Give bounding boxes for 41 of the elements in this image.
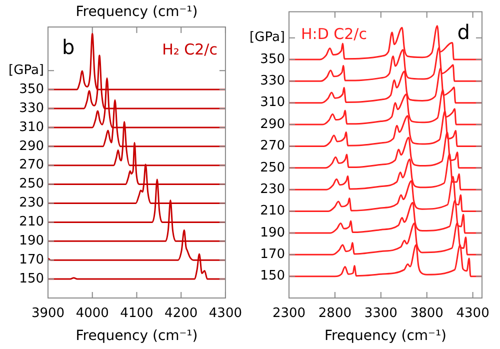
y-tick-label: [GPa] xyxy=(250,30,285,46)
text: H₂ C2/c xyxy=(162,40,218,58)
y-tick-label: 330 xyxy=(260,74,285,89)
x-axis-title: Frequency (cm⁻¹) xyxy=(76,328,198,344)
y-tick-label: 170 xyxy=(260,247,285,262)
y-tick-label: 350 xyxy=(260,52,285,67)
y-tick-label: [GPa] xyxy=(8,62,44,78)
x-tick-label: 4000 xyxy=(76,306,109,322)
x-tick-label: 2300 xyxy=(272,306,306,322)
text: H:D C2/c xyxy=(301,25,367,44)
x-tick-label: 4200 xyxy=(164,306,198,322)
x-tick-label: 4300 xyxy=(456,306,490,322)
y-tick-label: 190 xyxy=(260,225,285,240)
x-tick-label: 3300 xyxy=(364,306,398,322)
y-tick-label: 270 xyxy=(260,138,285,154)
annotation: d xyxy=(457,20,470,44)
y-tick-label: 210 xyxy=(19,214,44,230)
x-tick-label: 3800 xyxy=(410,306,444,322)
y-tick-label: 330 xyxy=(19,100,44,116)
y-tick-label: 250 xyxy=(260,160,285,176)
y-tick-label: 290 xyxy=(260,116,285,132)
x-tick-label: 4100 xyxy=(120,306,154,322)
x-tick-label: 4300 xyxy=(208,306,242,322)
y-tick-label: 250 xyxy=(19,176,44,192)
annotation: b xyxy=(62,35,75,60)
y-tick-label: 150 xyxy=(260,268,285,284)
y-tick-label: 170 xyxy=(19,252,44,268)
y-tick-label: 350 xyxy=(19,82,44,97)
y-tick-label: 310 xyxy=(260,95,285,110)
y-tick-label: 210 xyxy=(260,204,285,219)
x-axis-title: Frequency (cm⁻¹) xyxy=(324,328,447,344)
y-tick-label: 230 xyxy=(260,182,285,197)
x2-axis-title: Frequency (cm⁻¹) xyxy=(76,4,198,20)
x-tick-label: 3900 xyxy=(31,306,65,322)
y-tick-label: 230 xyxy=(19,196,44,211)
y-tick-label: 290 xyxy=(19,138,44,154)
y-tick-label: 150 xyxy=(19,271,44,286)
x-tick-label: 2800 xyxy=(318,306,352,322)
y-tick-label: 270 xyxy=(19,158,44,173)
y-tick-label: 190 xyxy=(19,234,44,249)
y-tick-label: 310 xyxy=(19,120,44,135)
